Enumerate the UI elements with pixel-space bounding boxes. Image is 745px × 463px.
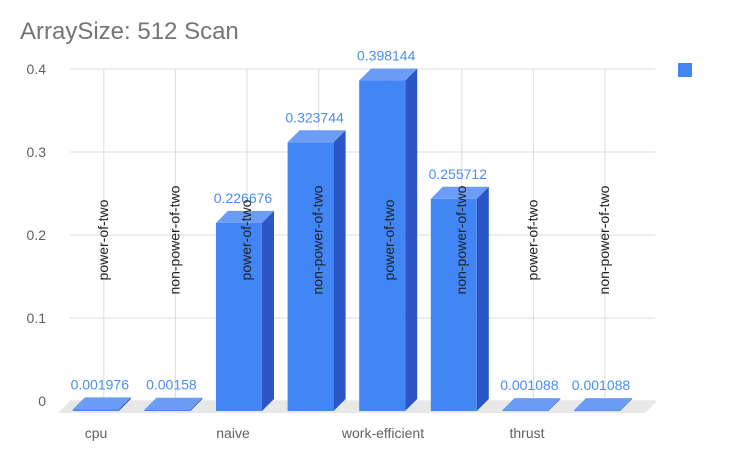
legend-swatch[interactable]	[678, 63, 692, 77]
x-category-label: non-power-of-two	[166, 185, 182, 294]
bar-side[interactable]	[333, 130, 346, 411]
bar-top[interactable]	[574, 398, 632, 411]
data-label: 0.398144	[357, 48, 416, 64]
x-category-label: non-power-of-two	[310, 185, 326, 294]
bar-side[interactable]	[476, 186, 489, 411]
bar-side[interactable]	[405, 68, 418, 412]
x-category-label: power-of-two	[524, 199, 540, 280]
bar[interactable]	[430, 198, 477, 411]
bar-side[interactable]	[118, 397, 131, 411]
x-category-label: power-of-two	[95, 199, 111, 280]
x-category-label: non-power-of-two	[596, 185, 612, 294]
data-label: 0.323744	[285, 109, 344, 125]
bar-top[interactable]	[359, 68, 418, 81]
y-tick-label: 0.4	[27, 61, 47, 77]
bar[interactable]	[574, 410, 620, 411]
x-category-label: non-power-of-two	[453, 185, 469, 294]
bar[interactable]	[359, 80, 406, 412]
bar-top[interactable]	[287, 130, 346, 143]
bar-side[interactable]	[548, 398, 561, 411]
bar-top[interactable]	[72, 397, 131, 410]
x-category-label: power-of-two	[381, 199, 397, 280]
x-group-label: cpu	[85, 425, 108, 441]
data-label: 0.255712	[429, 166, 488, 182]
bar-side[interactable]	[262, 210, 274, 411]
y-tick-label: 0.3	[27, 144, 47, 160]
y-tick-label: 0	[38, 393, 46, 409]
data-label: 0.001976	[71, 376, 130, 392]
x-category-label: power-of-two	[238, 199, 254, 280]
data-label: 0.001088	[500, 377, 559, 393]
data-label: 0.226676	[214, 190, 273, 206]
data-label: 0.001088	[572, 377, 631, 393]
bar-top[interactable]	[216, 210, 274, 223]
x-group-label: naive	[216, 425, 250, 441]
bar-side[interactable]	[190, 397, 203, 411]
bar[interactable]	[216, 222, 262, 411]
data-label: 0.00158	[146, 377, 197, 393]
y-tick-label: 0.2	[27, 227, 47, 243]
chart-title: ArraySize: 512 Scan	[20, 18, 239, 45]
bar-top[interactable]	[502, 398, 561, 411]
bar[interactable]	[502, 410, 549, 411]
bar[interactable]	[144, 409, 191, 411]
bar-side[interactable]	[620, 398, 632, 411]
y-tick-label: 0.1	[27, 310, 47, 326]
bar-top[interactable]	[430, 186, 489, 199]
bar-top[interactable]	[144, 397, 203, 410]
bar[interactable]	[72, 409, 119, 411]
x-group-label: work-efficient	[341, 425, 424, 441]
bar[interactable]	[287, 142, 334, 411]
x-group-label: thrust	[509, 425, 544, 441]
